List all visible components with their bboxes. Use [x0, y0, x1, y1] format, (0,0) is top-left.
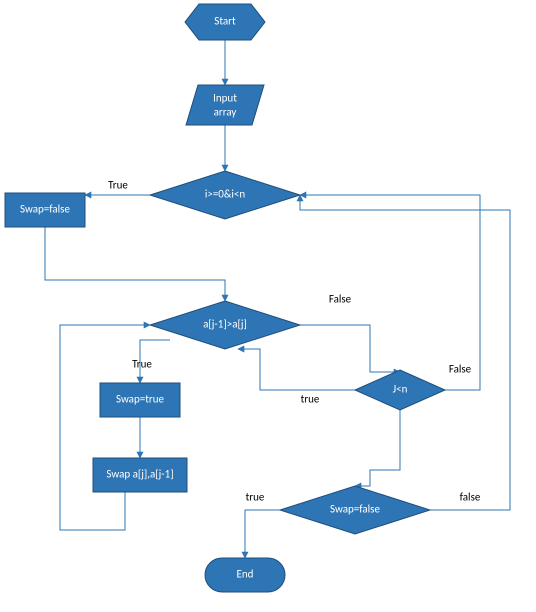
edge-swapf-cmp [45, 227, 225, 301]
edge-label-cmp-swapt: True [132, 358, 152, 371]
node-label-loop_i: i>=0&i<n [205, 188, 246, 201]
edge-label-swapchk-end: true [246, 491, 265, 504]
node-label-doswap: Swap a[j],a[j-1] [106, 468, 173, 481]
node-label-input-2: array [214, 106, 237, 119]
edge-label-cmp-jlt: False [329, 293, 352, 306]
edge-cmp-jlt [300, 325, 400, 372]
node-label-end: End [237, 568, 254, 581]
node-label-start: Start [214, 15, 236, 28]
edge-doswap-loop_back_cmp [60, 325, 150, 530]
edge-label-jlt-cmp: true [301, 393, 320, 406]
node-label-swapchk: Swap=false [330, 503, 380, 516]
node-label-jlt: J<n [393, 383, 408, 396]
edge-label-swapchk-loop_i: false [460, 491, 481, 504]
edge-label-jlt-loop_i: False [449, 363, 472, 376]
edge-swapchk-end [245, 510, 280, 558]
node-label-swapf: Swap=false [20, 203, 70, 216]
node-label-swapt: Swap=true [116, 393, 165, 406]
edge-jlt-swapchk [355, 410, 400, 486]
node-label-input-1: Input [213, 92, 237, 105]
node-label-cmp: a[j-1]>a[j] [203, 318, 247, 331]
edge-label-loop_i-swapf: True [108, 179, 128, 192]
edge-jlt-cmp [238, 349, 355, 390]
edge-jlt-loop_i [300, 195, 480, 390]
edge-swapchk-loop_i [300, 195, 510, 510]
